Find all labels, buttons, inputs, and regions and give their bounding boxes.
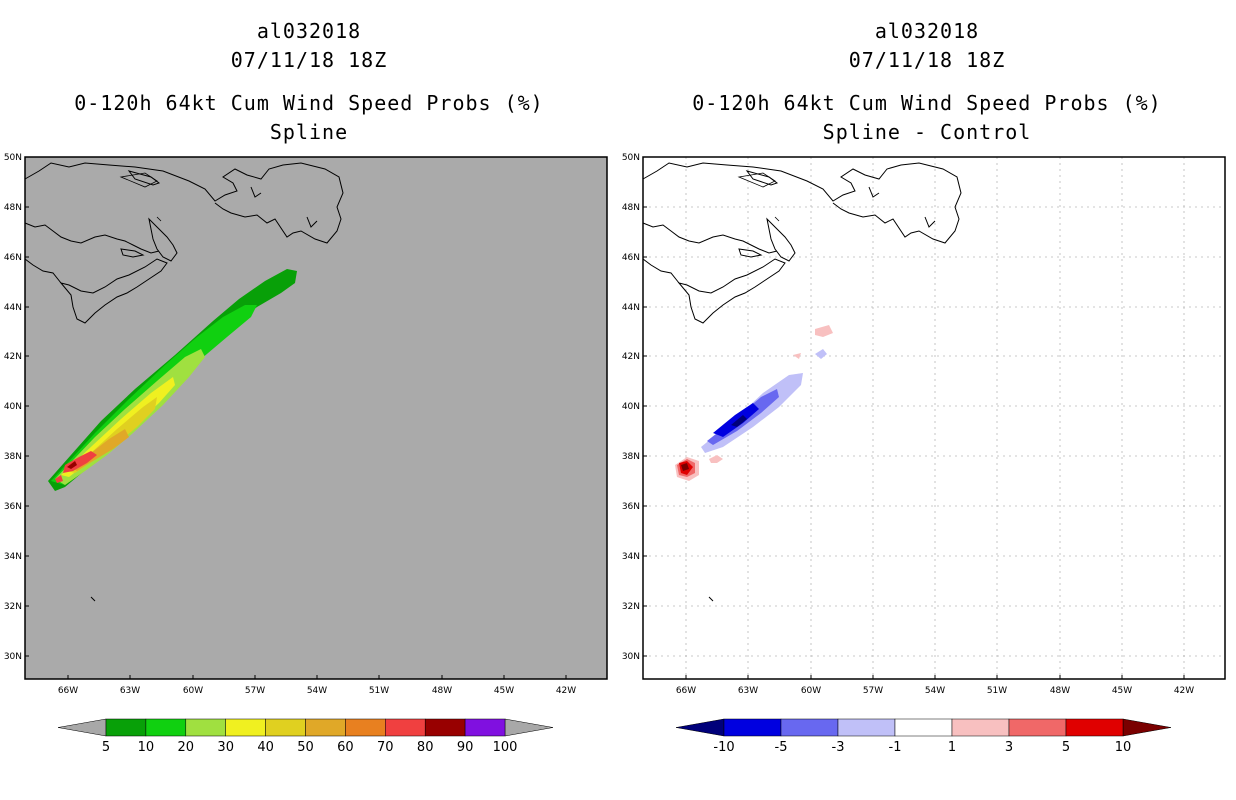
- left-lat-label: 50N: [4, 153, 22, 163]
- colorbar-swatch: [1008, 718, 1067, 737]
- right-lat-label: 38N: [622, 452, 640, 462]
- right-lat-label: 44N: [622, 303, 640, 313]
- left-subtitle: Spline: [269, 120, 349, 144]
- colorbar-label: 5: [1062, 740, 1070, 755]
- colorbar-swatch: [951, 718, 1010, 737]
- right-lat-label: 50N: [622, 153, 640, 163]
- colorbar-label: 50: [297, 740, 314, 755]
- colorbar-label: 1: [948, 740, 956, 755]
- right-lon-label: 42W: [1174, 686, 1194, 696]
- colorbar-label: -3: [832, 740, 845, 755]
- colorbar-swatch: [780, 718, 839, 737]
- colorbar-swatch: [265, 718, 306, 737]
- right-lat-label: 34N: [622, 552, 640, 562]
- right-lat-label: 32N: [622, 602, 640, 612]
- colorbar-label: 5: [102, 740, 110, 755]
- colorbar-swatch: [464, 718, 506, 737]
- right-difference-contours: [675, 325, 833, 481]
- left-lat-label: 32N: [4, 602, 22, 612]
- left-lat-label: 48N: [4, 203, 22, 213]
- colorbar-label: -1: [889, 740, 902, 755]
- left-datetime: 07/11/18 18Z: [230, 48, 388, 72]
- colorbar-swatch: [894, 718, 953, 737]
- right-map-background: [643, 157, 1225, 679]
- colorbar-label: 100: [493, 740, 518, 755]
- colorbar-label: 10: [138, 740, 155, 755]
- left-map-frame: [24, 156, 608, 680]
- colorbar-label: 10: [1115, 740, 1132, 755]
- left-product-title: 0-120h 64kt Cum Wind Speed Probs (%): [74, 91, 544, 115]
- colorbar-swatch: [385, 718, 426, 737]
- left-probability-plume: [48, 269, 297, 491]
- colorbar-swatch: [1065, 718, 1124, 737]
- colorbar-label: 90: [457, 740, 474, 755]
- right-lat-label: 36N: [622, 502, 640, 512]
- left-lon-label: 42W: [556, 686, 576, 696]
- left-lat-label: 36N: [4, 502, 22, 512]
- left-lat-label: 44N: [4, 303, 22, 313]
- left-lon-label: 51W: [369, 686, 389, 696]
- colorbar-swatch: [185, 718, 226, 737]
- right-lon-label: 51W: [987, 686, 1007, 696]
- left-lon-label: 57W: [245, 686, 265, 696]
- colorbar-label: 70: [377, 740, 394, 755]
- colorbar-over-arrow: [1122, 718, 1172, 737]
- right-lon-label: 66W: [676, 686, 696, 696]
- colorbar-label: 80: [417, 740, 434, 755]
- colorbar-swatch: [424, 718, 466, 737]
- colorbar-swatch: [723, 718, 782, 737]
- left-lon-label: 63W: [120, 686, 140, 696]
- colorbar-swatch: [305, 718, 346, 737]
- left-lon-label: 45W: [494, 686, 514, 696]
- left-lon-label: 66W: [58, 686, 78, 696]
- colorbar-swatch: [225, 718, 266, 737]
- left-lat-label: 34N: [4, 552, 22, 562]
- right-lat-label: 40N: [622, 402, 640, 412]
- right-subtitle: Spline - Control: [822, 120, 1032, 144]
- right-lon-label: 48W: [1050, 686, 1070, 696]
- left-lat-label: 40N: [4, 402, 22, 412]
- colorbar-swatch: [345, 718, 386, 737]
- right-lat-label: 46N: [622, 253, 640, 263]
- left-lat-label: 38N: [4, 452, 22, 462]
- right-storm-id: al032018: [874, 19, 980, 43]
- right-lat-label: 48N: [622, 203, 640, 213]
- right-product-title: 0-120h 64kt Cum Wind Speed Probs (%): [692, 91, 1162, 115]
- right-map-frame: [642, 156, 1226, 680]
- right-lon-label: 60W: [801, 686, 821, 696]
- left-lon-label: 60W: [183, 686, 203, 696]
- left-lon-label: 54W: [307, 686, 327, 696]
- right-lat-label: 42N: [622, 352, 640, 362]
- colorbar-label: 3: [1005, 740, 1013, 755]
- colorbar-over-arrow: [504, 718, 554, 737]
- colorbar-under-arrow: [57, 718, 107, 737]
- right-lon-label: 57W: [863, 686, 883, 696]
- colorbar-label: 20: [178, 740, 195, 755]
- colorbar-swatch: [837, 718, 896, 737]
- left-lat-label: 42N: [4, 352, 22, 362]
- colorbar-label: -10: [713, 740, 734, 755]
- right-lat-label: 30N: [622, 652, 640, 662]
- colorbar-label: 40: [257, 740, 274, 755]
- left-lat-label: 30N: [4, 652, 22, 662]
- colorbar-label: 60: [337, 740, 354, 755]
- colorbar-under-arrow: [675, 718, 725, 737]
- right-lon-label: 54W: [925, 686, 945, 696]
- right-datetime: 07/11/18 18Z: [848, 48, 1006, 72]
- right-colorbar: -10 -5 -3 -1 1 3 5 10: [675, 718, 1172, 755]
- right-lon-label: 45W: [1112, 686, 1132, 696]
- left-colorbar: 5 10 20 30 40 50 60 70 80 90 100: [57, 718, 554, 755]
- colorbar-swatch: [105, 718, 147, 737]
- right-lon-label: 63W: [738, 686, 758, 696]
- left-lat-label: 46N: [4, 253, 22, 263]
- colorbar-label: 30: [217, 740, 234, 755]
- left-storm-id: al032018: [256, 19, 362, 43]
- colorbar-label: -5: [775, 740, 788, 755]
- left-lon-label: 48W: [432, 686, 452, 696]
- colorbar-swatch: [145, 718, 187, 737]
